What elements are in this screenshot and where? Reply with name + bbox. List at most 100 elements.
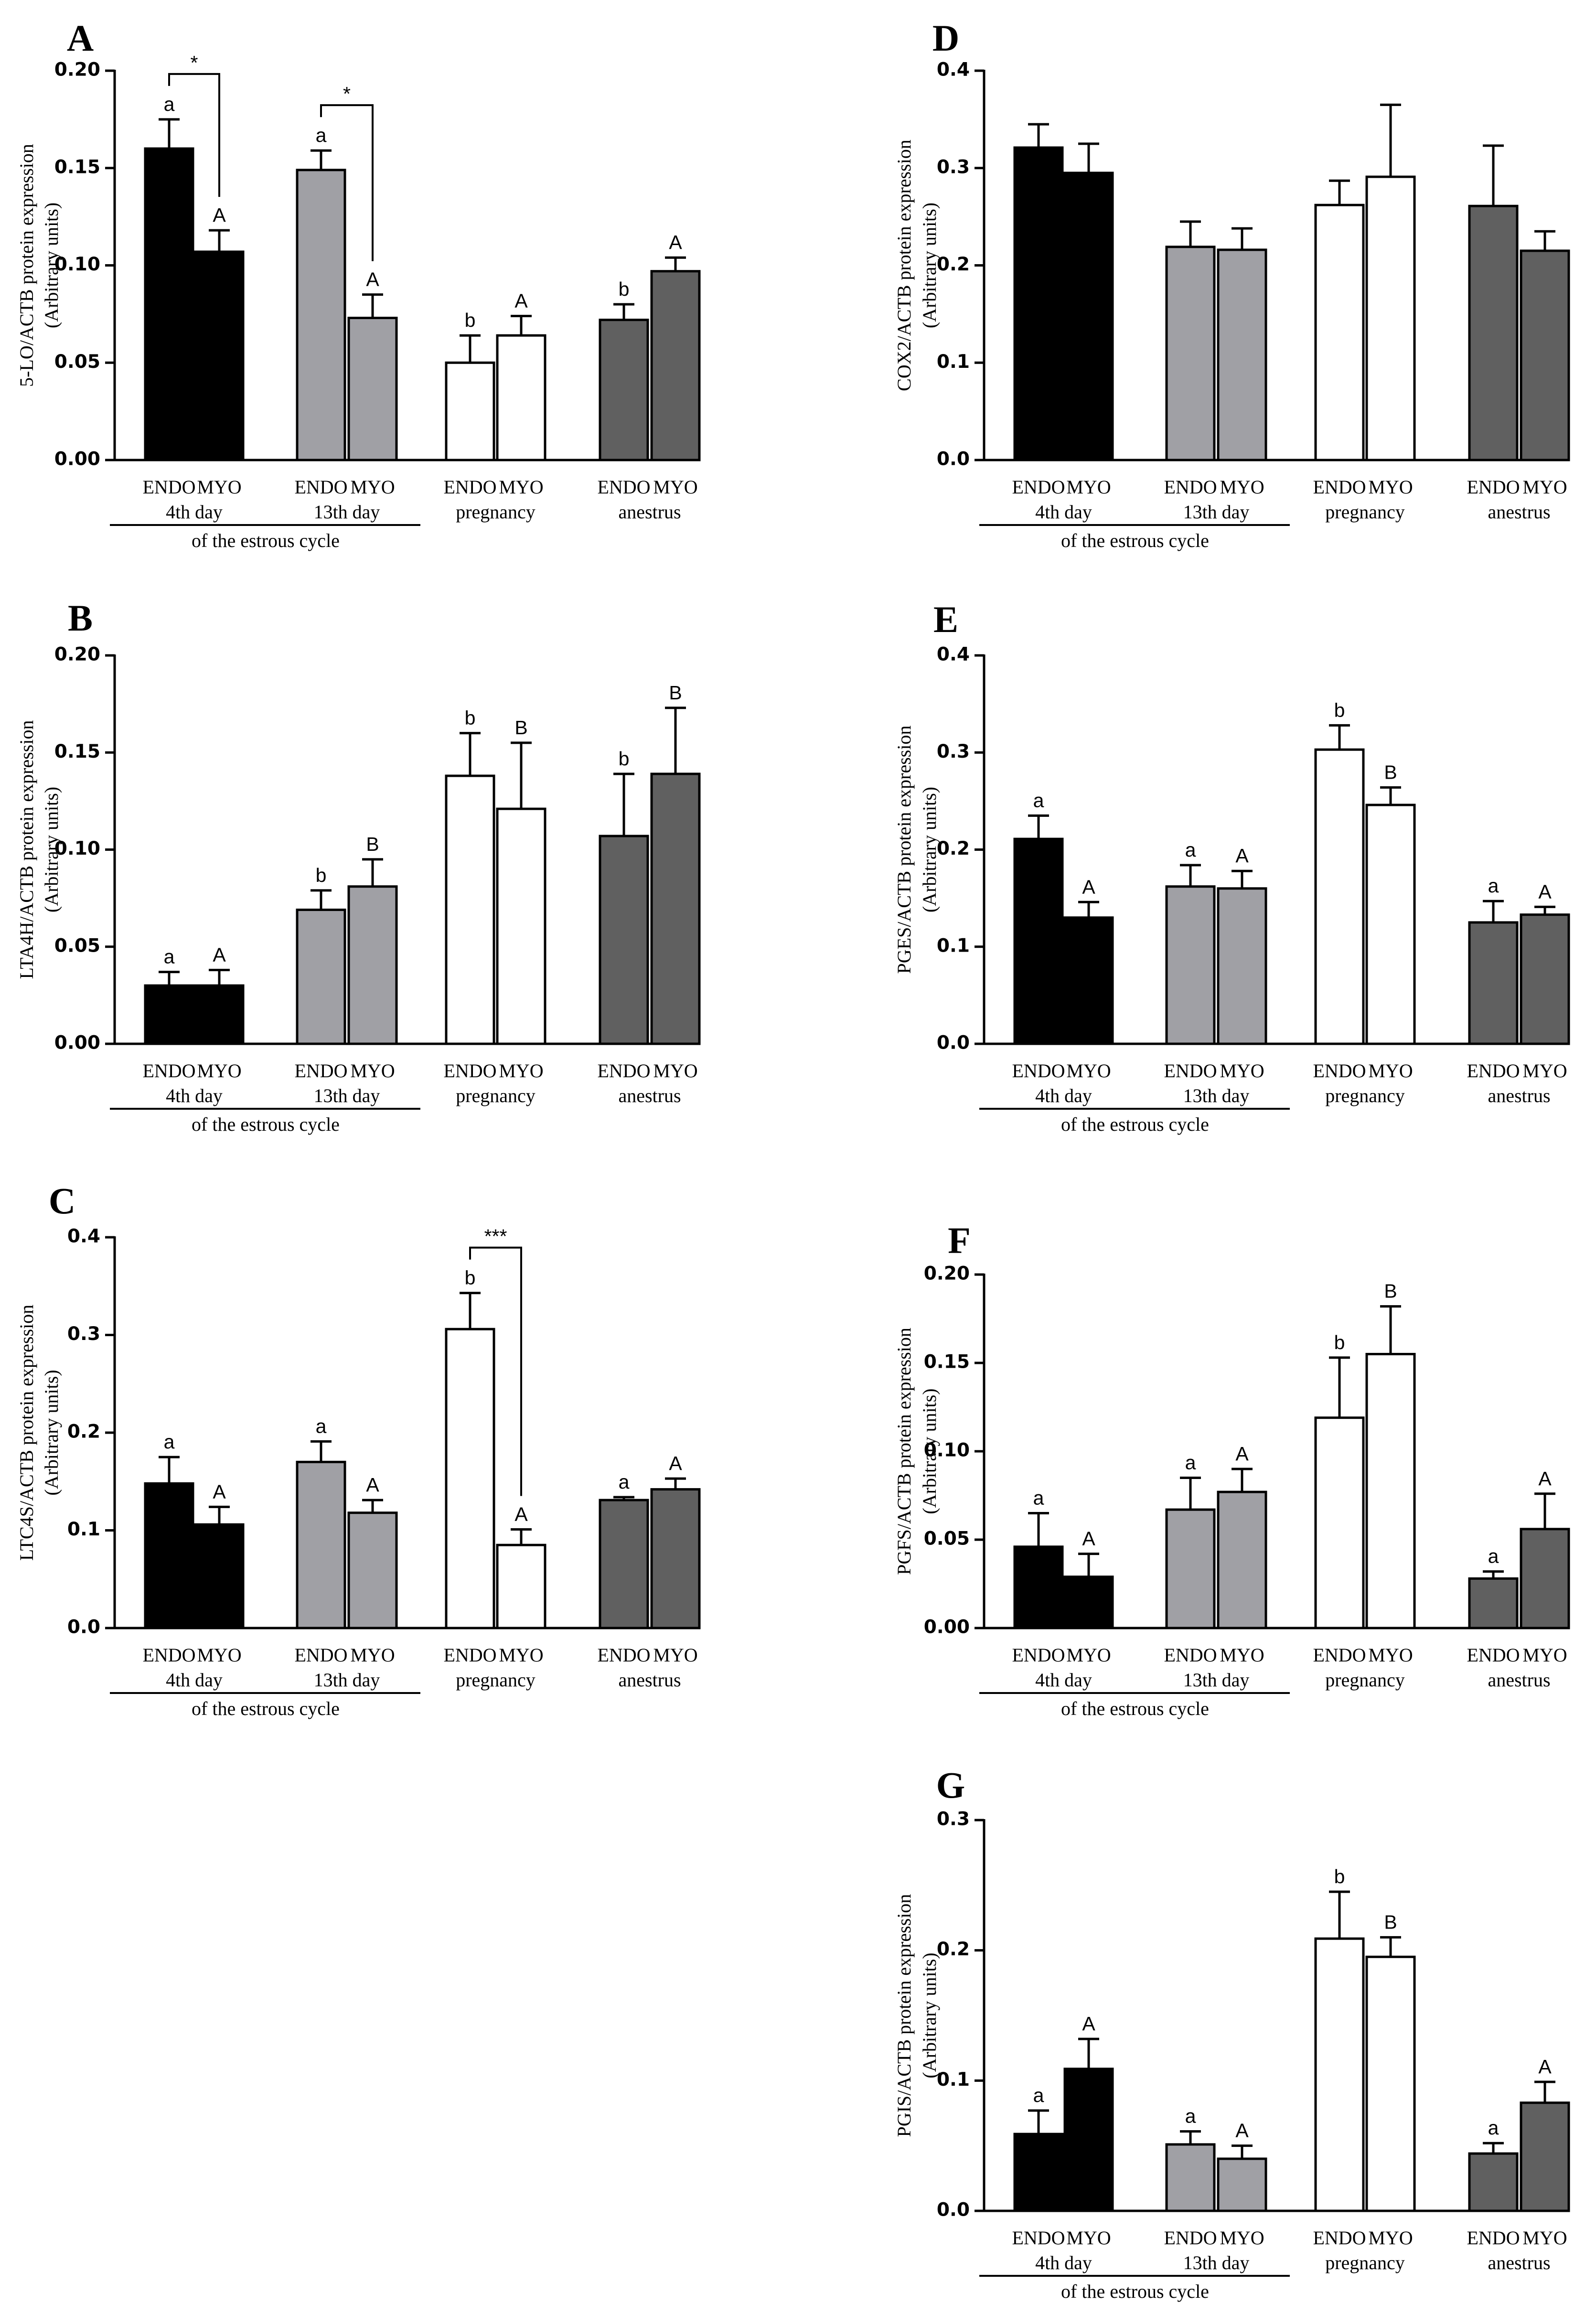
bar-endo [1013, 146, 1064, 461]
bar-myo [1217, 887, 1267, 1045]
bar-myo [496, 807, 546, 1045]
bar-myo [650, 270, 701, 461]
y-tick-label: 0.10 [54, 838, 100, 859]
y-tick-label: 0.05 [924, 1528, 970, 1550]
significance-letter: B [1384, 761, 1397, 783]
x-tick-label: MYO [499, 1644, 543, 1666]
significance-letter: A [213, 1480, 226, 1502]
y-tick-label: 0.20 [924, 1263, 970, 1285]
x-tick-label: ENDO [597, 1644, 650, 1666]
x-tick-label: MYO [1066, 1060, 1111, 1082]
x-tick-label: MYO [499, 1060, 543, 1082]
bar-myo [1063, 916, 1114, 1045]
y-tick-label: 0.05 [54, 351, 100, 373]
significance-star: * [343, 83, 351, 105]
bar-myo [496, 1543, 546, 1629]
group-label: anestrus [618, 1669, 681, 1691]
x-tick-label: ENDO [1164, 1644, 1217, 1666]
group-footer: of the estrous cycle [1061, 530, 1209, 551]
bar-myo [1520, 1528, 1570, 1629]
significance-letter: b [316, 864, 327, 886]
y-tick-label: 0.1 [937, 935, 970, 956]
significance-letter: A [213, 204, 226, 226]
significance-letter: B [669, 682, 682, 704]
x-tick-label: MYO [1066, 476, 1111, 498]
significance-letter: a [619, 1471, 630, 1493]
chart-panel-e: E PGES/ACTB protein expression (Arbitrary … [893, 599, 1570, 1135]
bar-endo [1468, 204, 1519, 461]
x-tick-label: ENDO [294, 1644, 347, 1666]
group-footer: of the estrous cycle [192, 530, 340, 551]
x-tick-label: MYO [1522, 1644, 1567, 1666]
significance-letter: a [164, 93, 175, 115]
bar-endo [1013, 837, 1064, 1045]
x-tick-label: MYO [197, 1644, 241, 1666]
group-label: 13th day [314, 1669, 380, 1691]
y-tick-label: 0.3 [937, 741, 970, 762]
chart-panel-c: C LTC4S/ACTB protein expression (Arbitrary… [16, 1180, 701, 1719]
significance-letter: A [1082, 1528, 1095, 1550]
x-tick-label: MYO [197, 476, 241, 498]
bar-endo [296, 169, 346, 461]
significance-bracket [320, 104, 374, 261]
bar-endo [1314, 204, 1365, 461]
y-axis-label: PGES/ACTB protein expression [893, 726, 915, 974]
x-tick-label: MYO [1368, 476, 1413, 498]
significance-letter: a [1488, 2117, 1499, 2139]
bar-myo [1520, 2101, 1570, 2212]
y-axis-label-units: (Arbitrary units) [919, 1952, 940, 2078]
bar-myo [194, 1523, 245, 1629]
group-label: 4th day [166, 501, 223, 523]
significance-letter: a [316, 124, 327, 146]
x-tick-label: MYO [1066, 2227, 1111, 2249]
y-axis-label-units: (Arbitrary units) [919, 203, 940, 328]
significance-letter: B [1384, 1911, 1397, 1933]
bar-myo [1063, 1575, 1114, 1629]
x-tick-label: MYO [350, 1644, 395, 1666]
significance-letter: A [1082, 876, 1095, 898]
y-tick-label: 0.3 [937, 1809, 970, 1830]
group-label: 13th day [1183, 501, 1250, 523]
x-tick-label: ENDO [443, 1060, 496, 1082]
group-label: 4th day [166, 1085, 223, 1106]
chart-panel-b: B LTA4H/ACTB protein expression (Arbitrary… [16, 597, 701, 1135]
bar-endo [296, 909, 346, 1045]
x-tick-label: MYO [1522, 476, 1567, 498]
y-axis-label: PGFS/ACTB protein expression [893, 1328, 915, 1575]
bar-endo [1314, 1416, 1365, 1629]
chart-panel-g: G PGIS/ACTB protein expression (Arbitrary … [893, 1764, 1570, 2302]
bar-myo [1520, 913, 1570, 1045]
x-tick-label: ENDO [1313, 1060, 1366, 1082]
x-tick-label: MYO [653, 1644, 697, 1666]
x-tick-label: MYO [1522, 1060, 1567, 1082]
group-label: anestrus [1488, 2252, 1550, 2273]
x-tick-label: ENDO [1467, 1644, 1520, 1666]
y-axis-label-units: (Arbitrary units) [41, 1370, 62, 1495]
significance-letter: B [1384, 1280, 1397, 1302]
significance-letter: A [1235, 1443, 1249, 1465]
bar-myo [650, 772, 701, 1045]
y-tick-label: 0.0 [937, 2199, 970, 2221]
x-tick-label: ENDO [597, 476, 650, 498]
significance-letter: a [316, 1415, 327, 1437]
group-footer: of the estrous cycle [192, 1698, 340, 1719]
significance-letter: B [514, 717, 527, 739]
group-label: pregnancy [456, 1085, 536, 1106]
x-tick-label: MYO [1368, 1644, 1413, 1666]
bar-endo [1013, 1545, 1064, 1629]
group-label: pregnancy [1325, 2252, 1405, 2273]
significance-letter: b [619, 278, 630, 300]
y-axis-label: COX2/ACTB protein expression [893, 139, 915, 391]
y-tick-label: 0.10 [924, 1440, 970, 1461]
group-label: 13th day [1183, 2252, 1250, 2273]
x-tick-label: MYO [1220, 476, 1264, 498]
significance-letter: a [1185, 1452, 1196, 1474]
y-axis-label: LTA4H/ACTB protein expression [16, 720, 37, 979]
bar-endo [445, 774, 495, 1045]
y-tick-label: 0.10 [54, 254, 100, 275]
group-label: 4th day [1035, 2252, 1092, 2273]
significance-letter: A [514, 1503, 528, 1525]
chart-panel-d: D COX2/ACTB protein expression (Arbitrary … [893, 17, 1570, 551]
group-footer: of the estrous cycle [1061, 1698, 1209, 1719]
